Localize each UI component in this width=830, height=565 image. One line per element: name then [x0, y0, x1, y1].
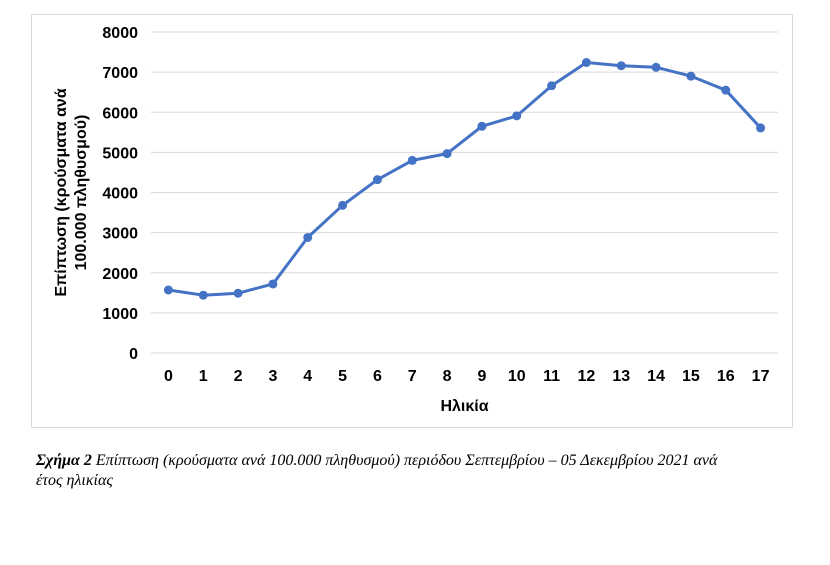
- data-point: [407, 155, 417, 165]
- x-tick-label: 9: [477, 368, 486, 385]
- data-point: [233, 288, 243, 298]
- y-axis-title-line2: 100.000 πληθυσμού): [73, 115, 90, 271]
- y-tick-label: 7000: [102, 65, 138, 82]
- y-tick-label: 0: [129, 346, 138, 363]
- caption-label: Σχήμα 2: [36, 452, 92, 469]
- x-tick-label: 7: [408, 368, 417, 385]
- x-tick-label: 10: [508, 368, 526, 385]
- y-axis-title: Επίπτωση (κρούσματα ανά 100.000 πληθυσμο…: [53, 88, 90, 297]
- data-point: [198, 290, 208, 300]
- x-tick-label: 3: [268, 368, 277, 385]
- data-point: [268, 279, 278, 289]
- data-point: [372, 175, 382, 185]
- data-point: [651, 62, 661, 72]
- data-point: [338, 200, 348, 210]
- data-point: [512, 111, 522, 121]
- data-point: [616, 61, 626, 71]
- caption-text: Επίπτωση (κρούσματα ανά 100.000 πληθυσμο…: [36, 452, 718, 489]
- figure-caption: Σχήμα 2 Επίπτωση (κρούσματα ανά 100.000 …: [36, 451, 736, 491]
- gridlines: [151, 31, 778, 354]
- x-tick-label: 6: [373, 368, 382, 385]
- x-tick-label: 17: [752, 368, 770, 385]
- y-tick-label: 2000: [102, 266, 138, 283]
- y-axis-ticks: 0 1000 2000 3000 4000 5000 6000 7000 8000: [102, 25, 138, 363]
- data-point: [442, 149, 452, 159]
- x-tick-label: 8: [443, 368, 452, 385]
- y-tick-label: 1000: [102, 306, 138, 323]
- data-point: [303, 232, 313, 242]
- series-line: [168, 61, 762, 297]
- x-axis-ticks: 0 1 2 3 4 5 6 7 8 9 10 11 12 13 14 15 16 17: [164, 368, 770, 385]
- data-point: [163, 285, 173, 295]
- x-tick-label: 5: [338, 368, 347, 385]
- series-points: [163, 57, 766, 300]
- x-axis-title: Ηλικία: [440, 398, 488, 415]
- y-tick-label: 4000: [102, 186, 138, 203]
- data-point: [477, 121, 487, 131]
- x-tick-label: 12: [578, 368, 596, 385]
- y-axis-title-line1: Επίπτωση (κρούσματα ανά: [53, 88, 70, 297]
- x-tick-label: 1: [199, 368, 208, 385]
- x-tick-label: 2: [234, 368, 243, 385]
- x-tick-label: 11: [543, 368, 560, 385]
- y-tick-label: 6000: [102, 105, 138, 122]
- x-tick-label: 16: [717, 368, 735, 385]
- data-point: [756, 123, 766, 133]
- x-tick-label: 0: [164, 368, 173, 385]
- y-tick-label: 8000: [102, 25, 138, 42]
- x-tick-label: 13: [612, 368, 630, 385]
- x-tick-label: 4: [303, 368, 312, 385]
- y-tick-label: 5000: [102, 145, 138, 162]
- x-tick-label: 15: [682, 368, 700, 385]
- x-tick-label: 14: [647, 368, 665, 385]
- data-point: [686, 71, 696, 81]
- data-point: [581, 57, 591, 67]
- data-point: [547, 81, 557, 91]
- data-point: [721, 85, 731, 95]
- y-tick-label: 3000: [102, 226, 138, 243]
